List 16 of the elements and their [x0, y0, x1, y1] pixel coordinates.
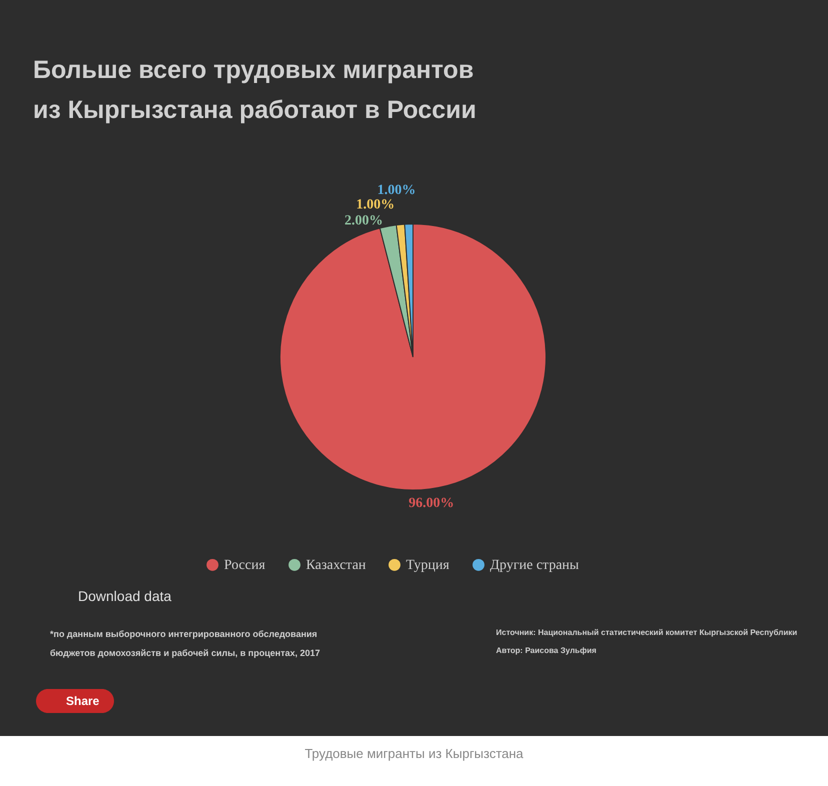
text: Share [66, 694, 100, 708]
legend-label: Другие страны [490, 558, 580, 573]
text: Источник: Национальный статистический комитет Кыргызской Республики [496, 628, 798, 637]
chart-title: Больше всего трудовых мигрантов из Кыргызстана работают в России [33, 56, 476, 124]
text: Автор: Раисова Зульфия [496, 646, 597, 655]
text: *по данным выборочного интегрированного обследования бюджетов домохозяйств и рабочей силы, в процентах, 2017 [50, 629, 320, 658]
data-label: 1.00% [377, 183, 416, 198]
legend-label: Турция [406, 558, 450, 573]
legend-label: Россия [224, 558, 266, 573]
data-label: 96.00% [408, 496, 454, 511]
text: Трудовые мигранты из Кыргызстана [304, 746, 524, 761]
legend-label: Казахстан [306, 558, 366, 573]
data-label: 2.00% [344, 213, 383, 228]
text: Download data [78, 588, 172, 604]
data-label: 1.00% [356, 198, 395, 213]
pie-slice [280, 224, 546, 490]
